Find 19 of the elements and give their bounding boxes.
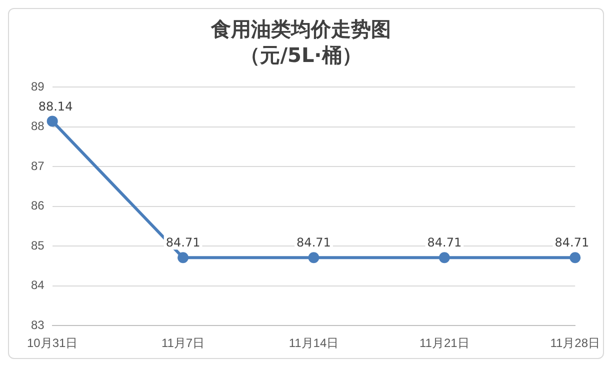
- x-tick-label: 11月14日: [288, 336, 339, 350]
- data-label: 88.14: [38, 99, 73, 114]
- x-tick-label: 11月28日: [550, 336, 600, 350]
- y-tick-label: 87: [30, 158, 45, 173]
- x-tick-label: 11月7日: [161, 336, 205, 350]
- y-tick-label: 85: [30, 238, 45, 252]
- data-label: 84.71: [554, 236, 590, 250]
- x-tick-label: 10月31日: [26, 336, 78, 350]
- data-label: 84.71: [166, 236, 200, 250]
- y-tick-label: 84: [30, 278, 45, 292]
- y-tick-label: 88: [30, 119, 45, 134]
- chart-title: 食用油类均价走势图: [210, 17, 391, 42]
- data-label: 84.71: [427, 236, 462, 250]
- y-tick-label: 89: [30, 79, 45, 94]
- chart-subtitle: （元/5L·桶）: [240, 43, 362, 68]
- data-label: 84.71: [296, 236, 331, 250]
- x-tick-label: 11月21日: [420, 336, 470, 350]
- y-tick-label: 86: [30, 198, 45, 213]
- y-tick-label: 83: [30, 318, 45, 332]
